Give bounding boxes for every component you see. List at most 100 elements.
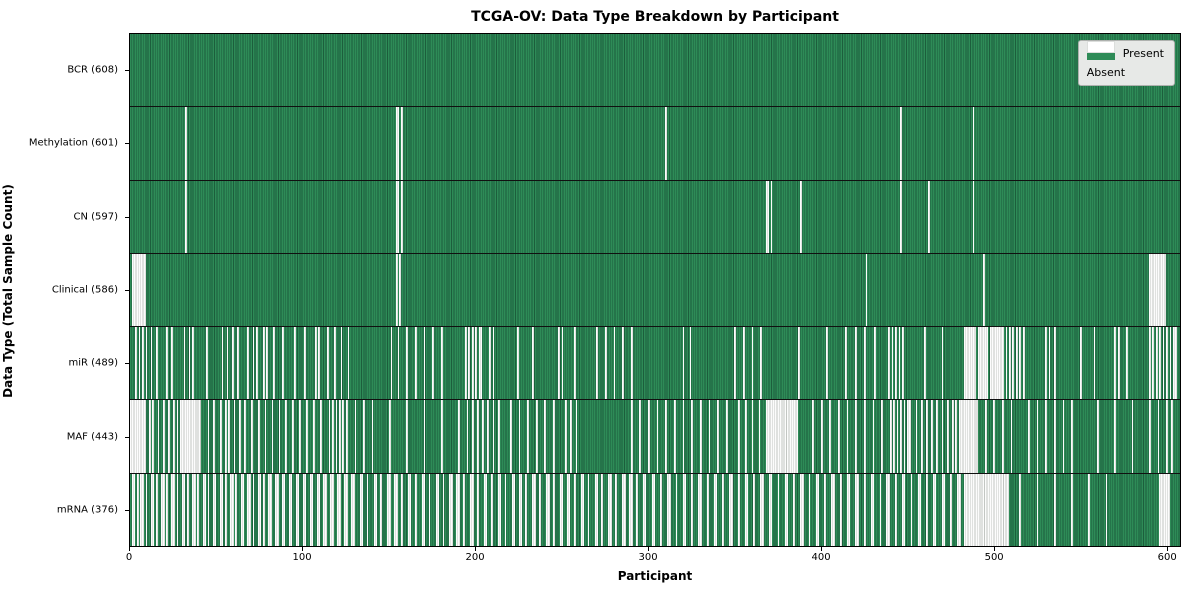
absent-stripe	[176, 473, 179, 546]
absent-stripe	[345, 400, 348, 473]
absent-stripe	[1148, 253, 1167, 327]
absent-stripe	[926, 400, 928, 473]
absent-stripe	[1155, 327, 1158, 400]
absent-stripe	[162, 400, 165, 473]
absent-stripe	[829, 400, 832, 473]
absent-stripe	[964, 327, 977, 400]
absent-stripe	[1173, 327, 1177, 400]
absent-stripe	[323, 473, 327, 546]
absent-stripe	[319, 400, 322, 473]
chart-title: TCGA-OV: Data Type Breakdown by Particip…	[471, 9, 839, 25]
absent-stripe	[777, 473, 780, 546]
absent-stripe	[299, 400, 301, 473]
absent-stripe	[183, 327, 186, 400]
absent-stripe	[972, 180, 975, 253]
absent-stripe	[252, 327, 255, 400]
absent-stripe	[896, 400, 899, 473]
absent-stripe	[281, 327, 284, 400]
y-tick-label-CN: CN (597)	[73, 211, 118, 223]
absent-stripe	[838, 400, 840, 473]
absent-stripe	[629, 473, 633, 546]
absent-stripe	[926, 473, 928, 546]
absent-stripe	[825, 327, 828, 400]
absent-stripe	[344, 473, 348, 546]
absent-stripe	[256, 327, 258, 400]
absent-stripe	[171, 473, 175, 546]
absent-stripe	[565, 400, 567, 473]
heatmap-row-Clinical	[130, 252, 1180, 327]
absent-stripe	[831, 473, 835, 546]
absent-stripe	[573, 473, 576, 546]
absent-stripe	[266, 327, 269, 400]
absent-stripe	[152, 400, 155, 473]
absent-stripe	[706, 473, 709, 546]
absent-stripe	[770, 180, 773, 253]
absent-stripe	[1157, 400, 1160, 473]
absent-stripe	[192, 327, 194, 400]
absent-stripe	[527, 400, 529, 473]
absent-stripe	[250, 400, 253, 473]
absent-stripe	[1045, 327, 1047, 400]
absent-stripe	[456, 473, 460, 546]
absent-stripe	[497, 400, 500, 473]
absent-stripe	[1071, 400, 1073, 473]
absent-stripe	[354, 400, 357, 473]
absent-stripe	[881, 400, 883, 473]
absent-stripe	[955, 400, 958, 473]
absent-stripe	[768, 473, 773, 546]
absent-stripe	[490, 473, 493, 546]
absent-stripe	[471, 400, 474, 473]
absent-stripe	[798, 327, 801, 400]
absent-stripe	[660, 473, 662, 546]
absent-stripe	[737, 473, 740, 546]
absent-stripe	[171, 327, 174, 400]
absent-stripe	[224, 400, 227, 473]
absent-stripe	[689, 327, 692, 400]
absent-stripe	[482, 400, 485, 473]
absent-stripe	[136, 473, 139, 546]
absent-stripe	[285, 400, 288, 473]
y-tick-label-MAF: MAF (443)	[66, 431, 118, 443]
absent-stripe	[1166, 400, 1168, 473]
absent-stripe	[157, 400, 160, 473]
absent-stripe	[708, 400, 711, 473]
absent-stripe	[148, 400, 151, 473]
absent-stripe	[180, 400, 201, 473]
absent-stripe	[406, 400, 409, 473]
absent-stripe	[380, 473, 383, 546]
absent-stripe	[288, 473, 293, 546]
absent-stripe	[316, 473, 320, 546]
y-tick-mark	[125, 217, 129, 218]
absent-stripe	[765, 400, 799, 473]
absent-stripe	[262, 473, 265, 546]
absent-stripe	[423, 327, 426, 400]
absent-stripe	[401, 473, 403, 546]
x-tick-mark	[129, 547, 130, 551]
absent-stripe	[440, 400, 443, 473]
absent-stripe	[390, 327, 393, 400]
absent-stripe	[262, 327, 265, 400]
absent-stripe	[131, 473, 136, 546]
absent-stripe	[1036, 473, 1039, 546]
absent-stripe	[509, 400, 512, 473]
absent-stripe	[888, 327, 890, 400]
absent-stripe	[408, 473, 412, 546]
absent-stripe	[760, 473, 764, 546]
absent-stripe	[743, 327, 745, 400]
absent-stripe	[511, 473, 516, 546]
absent-stripe	[886, 473, 890, 546]
absent-stripe	[489, 327, 491, 400]
absent-stripe	[993, 400, 996, 473]
absent-stripe	[874, 327, 877, 400]
absent-stripe	[394, 473, 398, 546]
absent-stripe	[815, 473, 820, 546]
absent-stripe	[150, 327, 153, 400]
absent-stripe	[219, 400, 222, 473]
absent-stripe	[295, 473, 300, 546]
heatmap-row-MAF	[130, 399, 1180, 473]
x-tick-label-300: 300	[638, 552, 658, 563]
absent-stripe	[1114, 327, 1117, 400]
absent-stripe	[302, 473, 307, 546]
absent-stripe	[463, 473, 466, 546]
absent-stripe	[1053, 327, 1056, 400]
